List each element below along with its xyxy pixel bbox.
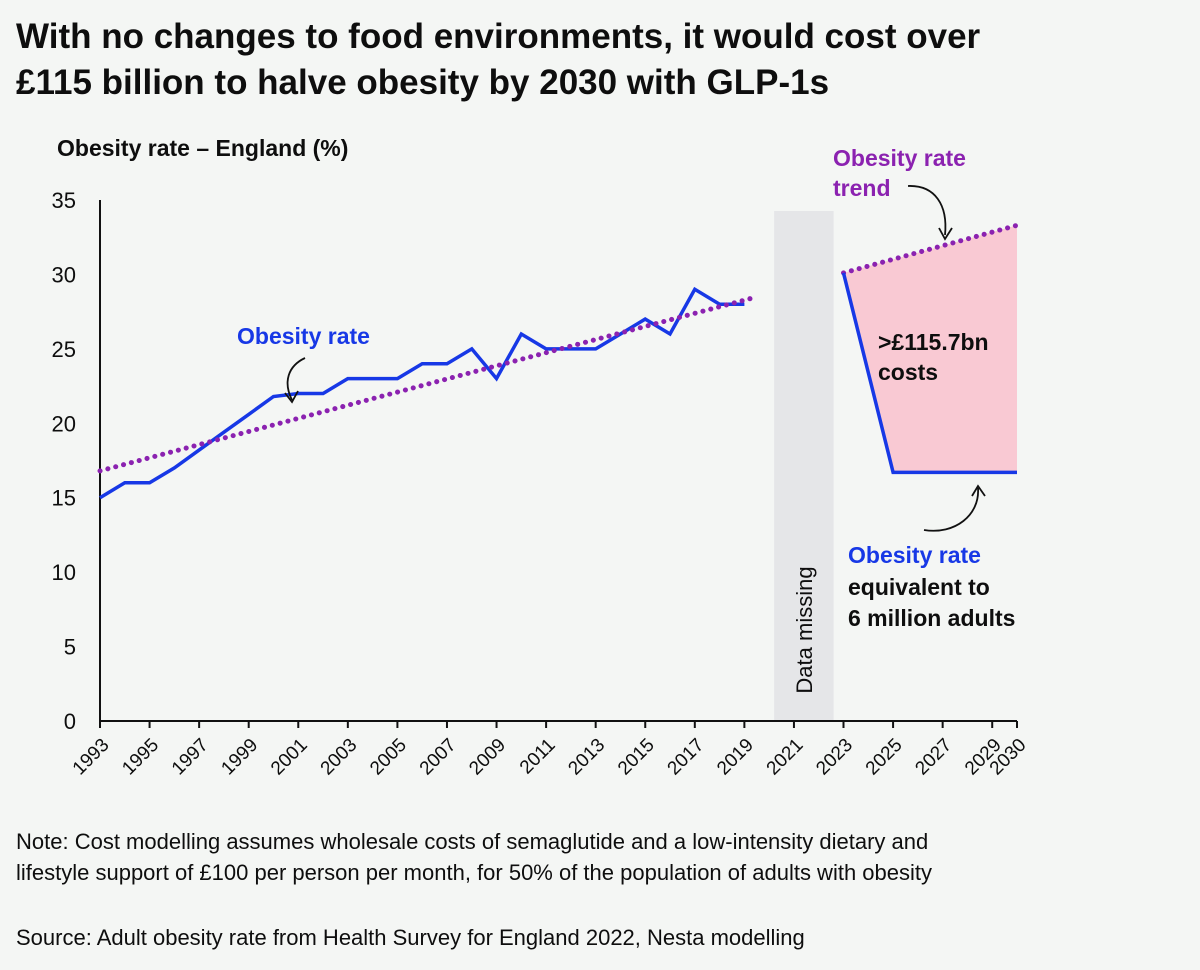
x-tick-label: 2027: [911, 735, 956, 780]
annotation-obesity-rate: Obesity rate: [237, 323, 370, 349]
y-tick-label: 35: [52, 188, 76, 213]
y-tick-label: 20: [52, 411, 76, 436]
annotation-trend-line-1: Obesity rate: [833, 145, 966, 171]
annotation-trend-line-2: trend: [833, 175, 891, 201]
annotation-target-line-3: 6 million adults: [848, 605, 1015, 631]
y-axis-title: Obesity rate – England (%): [57, 135, 348, 161]
y-tick-label: 15: [52, 486, 76, 511]
arrow-trend: [907, 185, 947, 236]
x-tick-label: 1995: [118, 735, 163, 780]
arrowhead-target: [971, 484, 986, 497]
cost-area: [843, 225, 1017, 473]
x-tick-label: 2021: [763, 735, 808, 780]
arrow-target: [923, 487, 979, 532]
y-tick-label: 0: [64, 709, 76, 734]
missing-data-label: Data missing: [792, 566, 817, 693]
missing-data-band: [774, 211, 834, 721]
x-tick-label: 2015: [614, 735, 659, 780]
obesity-rate-chart: Obesity rate – England (%) Data missing …: [52, 135, 1031, 780]
note: Note: Cost modelling assumes wholesale c…: [16, 826, 1186, 888]
annotation-target-line-2: equivalent to: [848, 574, 990, 600]
x-tick-label: 2009: [465, 735, 510, 780]
x-tick-label: 2011: [516, 735, 560, 779]
chart-title-line-1: With no changes to food environments, it…: [16, 17, 981, 56]
x-tick-label: 2025: [862, 735, 907, 780]
y-tick-label: 10: [52, 560, 76, 585]
chart-title: With no changes to food environments, it…: [16, 14, 1176, 106]
x-tick-label: 2003: [317, 735, 362, 780]
series-group: [97, 222, 1020, 500]
x-tick-label: 2005: [366, 735, 411, 780]
chart-title-line-2: £115 billion to halve obesity by 2030 wi…: [16, 63, 830, 102]
x-tick-label: 2023: [812, 735, 857, 780]
x-tick-label: 1993: [69, 735, 114, 780]
arrow-obesity-rate: [286, 357, 306, 401]
arrowhead-obesity-rate: [284, 390, 299, 404]
x-tick-label: 2019: [713, 735, 758, 780]
trend-line-segment-2: [841, 222, 1020, 276]
x-tick-label: 2017: [664, 735, 709, 780]
source-text: Source: Adult obesity rate from Health S…: [16, 925, 805, 950]
annotations-group: Obesity rate Obesity rate trend >£115.7bn co…: [237, 145, 1015, 631]
annotation-cost-line-1: >£115.7bn: [878, 329, 989, 355]
trend-line-segment-1: [97, 295, 755, 474]
y-tick-label: 30: [52, 262, 76, 287]
x-tick-label: 2001: [267, 735, 312, 780]
x-tick-label: 2013: [564, 735, 609, 780]
x-tick-label: 2007: [416, 735, 461, 780]
obesity-rate-line: [99, 286, 745, 500]
note-line-1: Note: Cost modelling assumes wholesale c…: [16, 829, 929, 854]
target-rate-line: [841, 272, 1017, 475]
y-tick-label: 5: [64, 635, 76, 660]
cost-area-group: [843, 225, 1017, 473]
note-line-2: lifestyle support of £100 per person per…: [16, 860, 932, 885]
y-tick-label: 25: [52, 337, 76, 362]
annotation-target-line-1: Obesity rate: [848, 542, 981, 568]
annotation-cost-line-2: costs: [878, 359, 938, 385]
x-tick-label: 1999: [217, 735, 262, 780]
missing-data-band-group: Data missing: [774, 211, 834, 721]
x-tick-label: 1997: [168, 735, 213, 780]
arrowhead-trend: [938, 227, 953, 241]
